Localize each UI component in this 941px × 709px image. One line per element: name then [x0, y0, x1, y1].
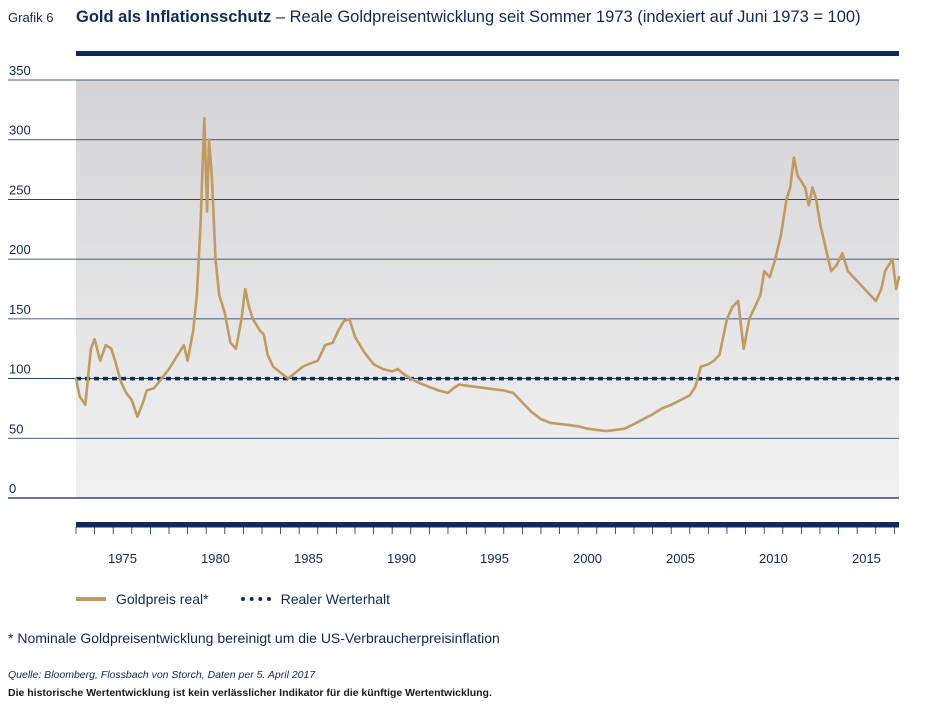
- x-tick-label-1995: 1995: [480, 551, 509, 566]
- legend-item-reference: Realer Werterhalt: [240, 591, 391, 607]
- chart-title-rest: – Reale Goldpreisentwicklung seit Sommer…: [271, 8, 861, 26]
- x-tick-label-1990: 1990: [387, 551, 416, 566]
- legend-swatch-dotted: [240, 597, 271, 601]
- legend-item-gold: Goldpreis real*: [76, 591, 209, 607]
- y-tick-label-350: 350: [9, 63, 31, 78]
- disclaimer: Die historische Wertentwicklung ist kein…: [8, 687, 492, 699]
- x-tick-label-2005: 2005: [666, 551, 695, 566]
- legend: Goldpreis real* Realer Werterhalt: [76, 591, 422, 607]
- figure-label: Grafik 6: [8, 10, 54, 25]
- plot-background: [76, 80, 899, 498]
- y-tick-label-250: 250: [9, 182, 31, 197]
- bottom-rule: [76, 522, 899, 527]
- source-note: Quelle: Bloomberg, Flossbach von Storch,…: [8, 669, 316, 681]
- chart-title-bold: Gold als Inflationsschutz: [76, 8, 272, 26]
- footnote: * Nominale Goldpreisentwicklung bereinig…: [8, 630, 500, 646]
- x-tick-label-1975: 1975: [108, 551, 137, 566]
- y-tick-label-150: 150: [9, 302, 31, 317]
- chart-title: Gold als Inflationsschutz – Reale Goldpr…: [76, 8, 861, 27]
- top-rule: [76, 51, 899, 56]
- series-line-gold: [74, 116, 901, 433]
- y-tick-label-300: 300: [9, 123, 31, 138]
- legend-label-reference: Realer Werterhalt: [280, 591, 391, 607]
- legend-label-gold: Goldpreis real*: [116, 591, 209, 607]
- y-tick-label-50: 50: [9, 421, 23, 436]
- legend-swatch-gold: [76, 597, 106, 601]
- y-tick-label-100: 100: [9, 362, 31, 377]
- x-tick-label-2010: 2010: [759, 551, 788, 566]
- x-tick-label-2000: 2000: [573, 551, 602, 566]
- y-tick-label-200: 200: [9, 242, 31, 257]
- x-tick-label-2015: 2015: [852, 551, 881, 566]
- x-tick-label-1980: 1980: [201, 551, 230, 566]
- y-tick-label-0: 0: [9, 481, 16, 496]
- x-tick-label-1985: 1985: [294, 551, 323, 566]
